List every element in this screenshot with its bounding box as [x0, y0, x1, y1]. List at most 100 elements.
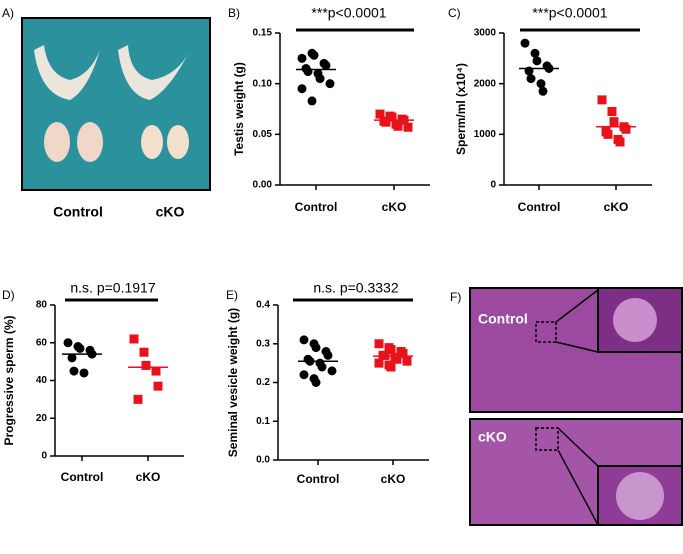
data-point [67, 353, 77, 363]
data-point [607, 107, 617, 117]
panel-label: D) [2, 288, 15, 302]
chart-title: ***p<0.0001 [532, 5, 607, 21]
data-point [129, 334, 139, 344]
data-point [374, 358, 384, 368]
data-point [139, 347, 149, 357]
zoom-line [557, 427, 599, 467]
tissue [118, 45, 190, 100]
y-tick-label: 20 [36, 413, 48, 424]
data-point [392, 354, 402, 364]
y-tick-label: 0.1 [256, 416, 270, 427]
panel-label: B) [228, 6, 240, 20]
y-axis-label: Seminal vesicle weight (g) [226, 308, 240, 457]
data-point [386, 362, 396, 372]
y-tick-label: 0.05 [253, 129, 273, 140]
data-point [79, 368, 89, 378]
data-point [133, 394, 143, 404]
y-axis-label: Progressive sperm (%) [2, 315, 16, 445]
y-tick-label: 0.4 [256, 300, 270, 311]
data-point [307, 96, 317, 106]
data-point [317, 362, 327, 372]
x-tick-label: cKO [382, 200, 407, 214]
data-point [520, 38, 530, 48]
data-point [315, 74, 325, 84]
y-tick-label: 0.0 [256, 455, 270, 466]
zoom-line [557, 449, 599, 526]
zoom-line [555, 341, 599, 353]
zoom-line [555, 289, 599, 323]
y-tick-label: 0 [490, 180, 496, 191]
data-point [538, 86, 548, 96]
data-point [63, 338, 73, 348]
data-point [597, 95, 607, 105]
data-point [536, 79, 546, 89]
testis [167, 125, 189, 159]
y-tick-label: 2000 [474, 78, 497, 89]
x-tick-label: Control [518, 200, 561, 214]
y-axis-label: Sperm/ml (x10⁴) [454, 63, 468, 155]
y-tick-label: 0.00 [253, 180, 273, 191]
data-point [299, 335, 309, 345]
data-point [609, 117, 619, 127]
caption: cKO [478, 429, 507, 445]
data-point [321, 60, 331, 70]
data-point [615, 137, 625, 147]
chart-title: ***p<0.0001 [311, 5, 386, 21]
data-point [402, 356, 412, 366]
y-tick-label: 40 [36, 375, 48, 386]
x-tick-label: cKO [381, 472, 406, 486]
panel-label: A) [2, 6, 14, 20]
photo [21, 17, 211, 191]
x-tick-label: Control [297, 472, 340, 486]
data-point [309, 50, 319, 60]
data-point [297, 53, 307, 63]
data-point [325, 79, 335, 89]
y-tick-label: 0.3 [256, 338, 270, 349]
data-point [381, 117, 391, 127]
zoom-box [535, 321, 557, 343]
y-tick-label: 1000 [474, 129, 497, 140]
data-point [311, 343, 321, 353]
data-point [398, 348, 408, 358]
testis [141, 125, 163, 159]
data-point [603, 129, 613, 139]
data-point [69, 366, 79, 376]
y-tick-label: 0.15 [253, 28, 273, 39]
panel-label: C) [448, 6, 461, 20]
y-tick-label: 0 [41, 451, 47, 462]
data-point [387, 112, 397, 122]
data-point [303, 67, 313, 77]
x-tick-label: Control [295, 200, 338, 214]
y-tick-label: 3000 [474, 28, 497, 39]
y-tick-label: 0.2 [256, 377, 270, 388]
data-point [380, 350, 390, 360]
panel-label: F) [450, 290, 461, 304]
tissue [34, 45, 100, 100]
data-point [532, 56, 542, 66]
data-point [299, 370, 309, 380]
tubule [613, 298, 657, 342]
data-point [297, 84, 307, 94]
data-point [151, 366, 161, 376]
chart-title: n.s. p=0.3332 [313, 280, 398, 296]
x-tick-label: cKO [604, 200, 629, 214]
data-point [374, 339, 384, 349]
data-point [311, 378, 321, 387]
caption: Control [53, 204, 103, 220]
data-point [323, 350, 333, 360]
caption: cKO [156, 204, 185, 220]
chart-title: n.s. p=0.1917 [70, 280, 155, 296]
testis [44, 122, 70, 162]
y-tick-label: 60 [36, 337, 48, 348]
caption: Control [478, 311, 528, 327]
tubule [616, 472, 664, 520]
data-point [141, 360, 151, 370]
y-tick-label: 80 [36, 300, 48, 311]
data-point [530, 48, 540, 58]
panel-label: E) [226, 288, 238, 302]
data-point [375, 109, 385, 119]
y-tick-label: 0.10 [253, 78, 273, 89]
data-point [403, 122, 413, 132]
x-tick-label: Control [61, 470, 104, 484]
